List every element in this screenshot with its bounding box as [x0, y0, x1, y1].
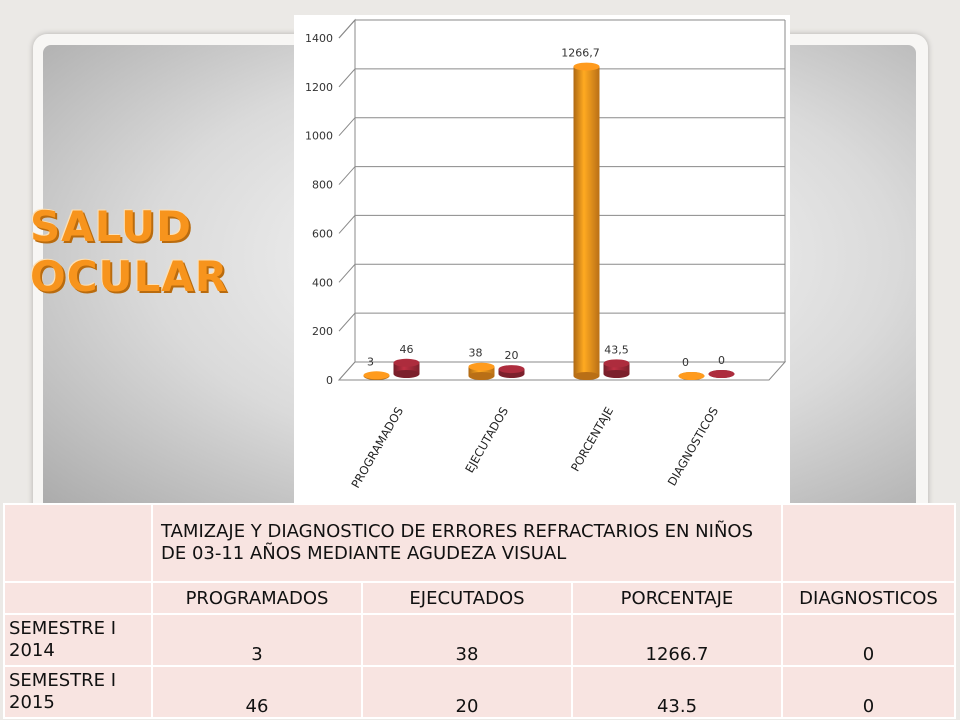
gridline — [338, 263, 785, 283]
bar-body — [393, 362, 420, 374]
bar — [603, 359, 630, 378]
bar-chart: 0 200 400 600 800 1000 1200 1400 3 46 38 20 1266,7 4… — [305, 18, 915, 491]
bar-cap — [393, 358, 420, 367]
bar-base — [393, 370, 420, 378]
bar-base — [603, 370, 630, 378]
bar-cap — [573, 62, 600, 71]
table-row-label: SEMESTRE I 2014 — [3, 613, 153, 667]
bar — [393, 358, 420, 378]
data-table: TAMIZAJE Y DIAGNOSTICO DE ERRORES REFRAC… — [3, 503, 956, 719]
table-header-cell: DIAGNOSTICOS — [781, 581, 956, 615]
data-label: 20 — [505, 349, 519, 362]
gridline — [338, 312, 785, 332]
y-tick-label: 0 — [326, 374, 333, 387]
gridline — [338, 19, 785, 39]
bar-cap — [603, 359, 630, 368]
x-tick-label: DIAGNOSTICOS — [665, 405, 721, 489]
table-corner-cell — [3, 503, 153, 583]
table-caption-row: TAMIZAJE Y DIAGNOSTICO DE ERRORES REFRAC… — [3, 503, 956, 583]
data-label: 3 — [367, 355, 374, 368]
table-cell: 1266.7 — [571, 613, 783, 667]
table-header-cell: EJECUTADOS — [361, 581, 573, 615]
chart-walls — [337, 18, 787, 381]
y-tick-label: 200 — [312, 325, 333, 338]
side-wall — [338, 18, 356, 381]
gridline — [338, 68, 785, 88]
bar — [498, 365, 525, 378]
bar-cap — [678, 372, 705, 380]
bar — [573, 62, 600, 380]
y-axis-ticks: 0 200 400 600 800 1000 1200 1400 — [305, 32, 333, 387]
x-tick-label: PORCENTAJE — [568, 405, 616, 474]
data-label: 0 — [718, 354, 725, 367]
bar-cap — [468, 362, 495, 371]
table-header-cell: PROGRAMADOS — [151, 581, 363, 615]
data-label: 0 — [682, 356, 689, 369]
y-tick-label: 800 — [312, 179, 333, 192]
table-cell: 38 — [361, 613, 573, 667]
table-cell: 20 — [361, 665, 573, 719]
data-label: 43,5 — [604, 343, 629, 356]
x-axis-ticks: PROGRAMADOS EJECUTADOS PORCENTAJE DIAGNOSTI… — [348, 405, 721, 491]
table-row-label: SEMESTRE I 2015 — [3, 665, 153, 719]
table-cell: 43.5 — [571, 665, 783, 719]
y-tick-label: 400 — [312, 276, 333, 289]
x-tick-label: EJECUTADOS — [462, 405, 511, 476]
bar-cap — [498, 365, 525, 374]
gridline — [338, 166, 785, 185]
data-label: 38 — [469, 347, 483, 360]
table-cell: 46 — [151, 665, 363, 719]
table-cell: 0 — [781, 613, 956, 667]
y-tick-label: 1200 — [305, 81, 333, 94]
table-row: SEMESTRE I 2014 3 38 1266.7 0 — [3, 613, 956, 667]
table-cell: 3 — [151, 613, 363, 667]
chart-area: 0 200 400 600 800 1000 1200 1400 3 46 38 20 1266,7 4… — [294, 15, 915, 505]
bar-body — [603, 363, 630, 374]
floor — [337, 361, 787, 381]
bar-cap — [363, 371, 390, 380]
x-tick-label: PROGRAMADOS — [348, 405, 406, 491]
table-header-row: PROGRAMADOS EJECUTADOS PORCENTAJE DIAGNO… — [3, 581, 956, 615]
bar — [678, 372, 705, 380]
data-label: 46 — [400, 343, 414, 356]
table-header-cell: PORCENTAJE — [571, 581, 783, 615]
gridline — [338, 214, 785, 234]
y-tick-label: 1400 — [305, 32, 333, 45]
data-label: 1266,7 — [561, 47, 600, 60]
slide-title: SALUD OCULAR — [30, 202, 229, 301]
bar — [363, 371, 390, 380]
table-row: SEMESTRE I 2015 46 20 43.5 0 — [3, 665, 956, 719]
chart-bars — [363, 62, 735, 380]
table-caption: TAMIZAJE Y DIAGNOSTICO DE ERRORES REFRAC… — [151, 503, 783, 583]
bar-base — [468, 372, 495, 380]
chart-gridlines — [338, 19, 785, 332]
bar-cap — [708, 370, 735, 378]
gridline — [338, 117, 785, 137]
bar — [708, 370, 735, 378]
bar-base — [573, 372, 600, 380]
bar-body — [573, 66, 600, 376]
y-tick-label: 1000 — [305, 130, 333, 143]
bar-body — [468, 366, 495, 376]
table-empty-cell — [781, 503, 956, 583]
table-cell: 0 — [781, 665, 956, 719]
data-labels: 3 46 38 20 1266,7 43,5 0 0 — [367, 47, 725, 369]
y-tick-label: 600 — [312, 227, 333, 240]
table-header-empty — [3, 581, 153, 615]
bar — [468, 362, 495, 380]
